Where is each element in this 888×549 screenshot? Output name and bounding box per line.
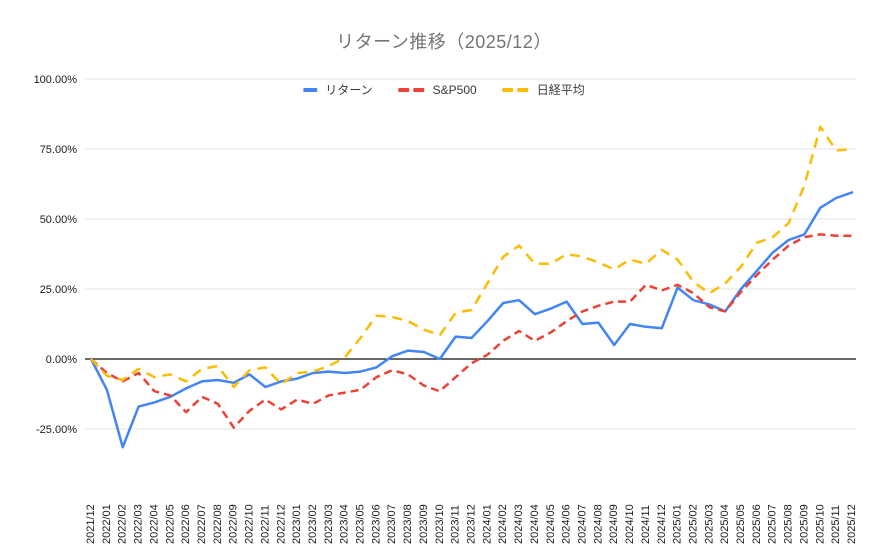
svg-text:2023/09: 2023/09 [418,504,430,544]
svg-text:2023/07: 2023/07 [386,504,398,544]
svg-text:100.00%: 100.00% [34,74,78,86]
svg-text:2023/12: 2023/12 [466,504,478,544]
svg-text:2021/12: 2021/12 [85,504,97,544]
svg-text:2025/02: 2025/02 [687,504,699,544]
svg-text:2025/08: 2025/08 [783,504,795,544]
svg-text:2024/02: 2024/02 [497,504,509,544]
svg-text:2022/01: 2022/01 [101,504,113,544]
svg-text:2023/02: 2023/02 [307,504,319,544]
svg-text:2022/05: 2022/05 [164,504,176,544]
svg-text:2023/05: 2023/05 [355,504,367,544]
svg-text:2022/09: 2022/09 [228,504,240,544]
svg-text:2024/11: 2024/11 [640,505,652,544]
svg-text:2023/01: 2023/01 [291,504,303,544]
svg-text:2024/06: 2024/06 [561,504,573,544]
svg-text:2023/11: 2023/11 [450,505,462,544]
svg-text:2025/07: 2025/07 [767,504,779,544]
svg-text:2025/09: 2025/09 [798,504,810,544]
legend-item-sp500[interactable]: S&P500 [398,82,477,97]
svg-text:2023/10: 2023/10 [434,504,446,544]
svg-text:2025/05: 2025/05 [735,504,747,544]
svg-text:2022/02: 2022/02 [117,504,129,544]
svg-text:0.00%: 0.00% [46,354,77,366]
svg-text:2022/04: 2022/04 [148,504,160,544]
svg-text:2024/05: 2024/05 [545,504,557,544]
svg-text:2025/03: 2025/03 [703,504,715,544]
svg-text:25.00%: 25.00% [40,284,78,296]
svg-text:2025/06: 2025/06 [751,504,763,544]
chart-title: リターン推移（2025/12） [336,32,552,52]
svg-text:2025/04: 2025/04 [719,504,731,544]
svg-text:2022/08: 2022/08 [212,504,224,544]
svg-text:2024/01: 2024/01 [481,504,493,544]
svg-text:2022/10: 2022/10 [244,504,256,544]
svg-text:2022/03: 2022/03 [133,504,145,544]
nikkei-line-swatch [502,87,529,92]
return-line-swatch [303,87,318,92]
svg-text:2025/12: 2025/12 [846,504,858,544]
legend-item-return[interactable]: リターン [303,81,373,98]
legend-label-sp500: S&P500 [432,82,477,97]
svg-text:2025/01: 2025/01 [672,504,684,544]
svg-text:2022/06: 2022/06 [180,504,192,544]
svg-text:2024/07: 2024/07 [576,504,588,544]
svg-text:2025/11: 2025/11 [830,505,842,544]
svg-text:2024/10: 2024/10 [624,504,636,544]
legend: リターン S&P500 日経平均 [303,81,585,98]
svg-text:75.00%: 75.00% [40,144,78,156]
legend-label-nikkei: 日経平均 [536,83,585,97]
svg-text:2024/04: 2024/04 [529,504,541,544]
svg-text:50.00%: 50.00% [40,214,78,226]
svg-text:2023/03: 2023/03 [323,504,335,544]
svg-text:2024/03: 2024/03 [513,504,525,544]
svg-text:2024/12: 2024/12 [656,504,668,544]
svg-text:2022/07: 2022/07 [196,504,208,544]
svg-text:2023/08: 2023/08 [402,504,414,544]
svg-text:2025/10: 2025/10 [814,504,826,544]
sp500-line-swatch [398,87,425,92]
svg-text:2022/11: 2022/11 [259,505,271,544]
svg-text:2024/09: 2024/09 [608,504,620,544]
svg-text:2023/04: 2023/04 [339,504,351,544]
svg-text:2024/08: 2024/08 [592,504,604,544]
svg-text:-25.00%: -25.00% [36,424,77,436]
svg-text:2022/12: 2022/12 [275,504,287,544]
legend-item-nikkei[interactable]: 日経平均 [502,81,585,98]
svg-text:2023/06: 2023/06 [370,504,382,544]
legend-label-return: リターン [325,83,373,97]
